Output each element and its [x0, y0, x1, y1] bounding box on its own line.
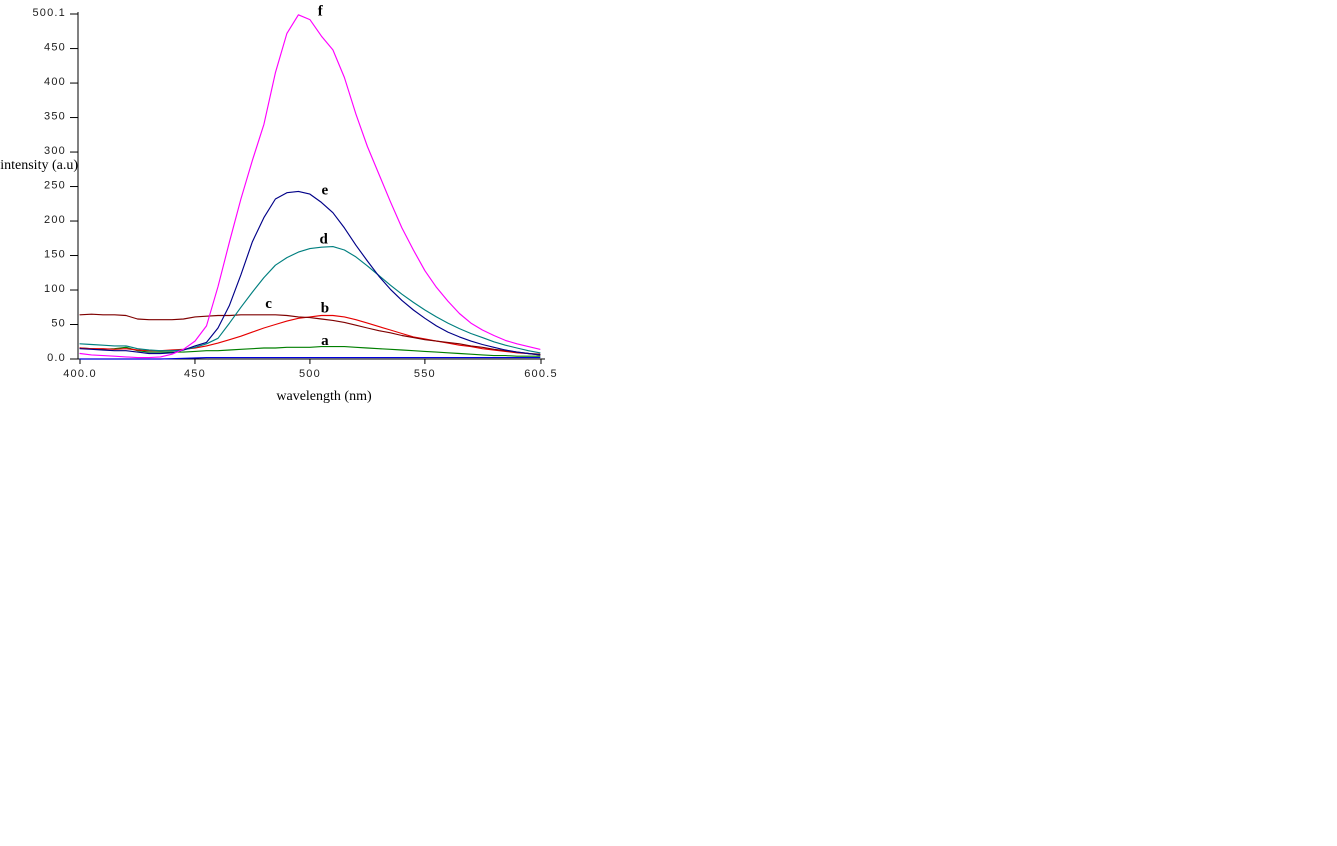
- x-tick-label: 550: [414, 368, 436, 380]
- y-tick-label: 150: [44, 249, 66, 261]
- series-a-line: [79, 346, 541, 357]
- series-f-label: f: [318, 4, 324, 20]
- series-d-label: d: [320, 231, 329, 247]
- y-tick-label: 450: [44, 42, 66, 54]
- y-axis-title: intensity (a.u): [0, 158, 78, 173]
- y-tick-label: 250: [44, 180, 66, 192]
- y-tick-label: 300: [44, 145, 66, 157]
- y-tick-label: 50: [51, 318, 66, 330]
- x-tick-label: 400.0: [63, 368, 97, 380]
- series-a-label: a: [321, 333, 329, 349]
- y-tick-label: 400: [44, 76, 66, 88]
- series-c-label: c: [265, 296, 272, 312]
- series-d-line: [79, 246, 541, 354]
- emission-spectra-chart: intensity (a.u) wavelength (nm) 0.0 50 100…: [0, 0, 580, 420]
- y-tick-label: 500.1: [32, 7, 66, 19]
- series-c-line: [79, 313, 541, 355]
- series-f-line: [79, 14, 541, 359]
- y-tick-label: 350: [44, 111, 66, 123]
- series-baseline-line: [79, 357, 541, 360]
- series-e-label: e: [322, 182, 329, 198]
- chart-svg: intensity (a.u) wavelength (nm) 0.0 50 100…: [0, 0, 580, 420]
- series-b-line: [79, 314, 541, 356]
- y-tick-label: 0.0: [47, 352, 66, 364]
- x-tick-label: 600.5: [524, 368, 558, 380]
- series-b-label: b: [321, 300, 329, 316]
- x-axis-title: wavelength (nm): [276, 389, 372, 404]
- y-tick-label: 100: [44, 283, 66, 295]
- x-tick-label: 500: [299, 368, 321, 380]
- series-e-line: [79, 190, 541, 356]
- x-tick-label: 450: [184, 368, 206, 380]
- y-tick-label: 200: [44, 214, 66, 226]
